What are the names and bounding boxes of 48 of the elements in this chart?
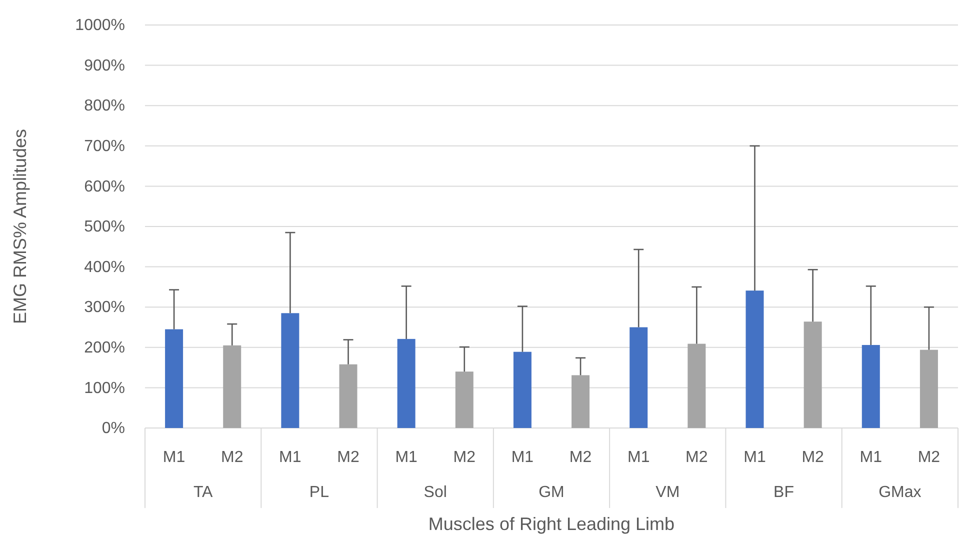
x-tick-label: TA [193,484,214,501]
bar [572,375,590,428]
text: M2 [918,449,940,466]
y-tick-label: 600% [84,178,125,196]
bar [339,364,358,428]
bar [920,350,938,428]
text: M2 [686,449,708,466]
x-tick-label: GMax [878,484,922,501]
x-tick-label: Sol [424,484,447,501]
x-tick-label: VM [656,484,680,501]
y-tick-label: 100% [84,380,125,397]
text: M1 [279,449,302,466]
text: M1 [511,449,534,466]
bar [397,338,416,428]
text: M1 [395,449,418,466]
text: M2 [802,449,824,466]
y-tick-label: 0% [102,420,125,438]
x-tick-label: PL [309,484,330,501]
bar [746,290,764,428]
bar [862,344,880,428]
series-label: M2 [220,449,244,466]
y-tick-label: 400% [84,258,125,276]
text: M1 [744,449,766,466]
y-tick-label: 200% [84,340,125,357]
bar [513,352,532,428]
series-label: M1 [162,449,186,466]
text: M1 [860,449,882,466]
y-tick-label: 700% [84,138,125,156]
x-tick-label: GM [538,484,564,501]
y-tick-label: 800% [84,98,125,115]
text: M2 [453,449,476,466]
text: M2 [569,449,592,466]
y-tick-label: 300% [84,299,125,316]
y-tick-label: 900% [84,57,125,74]
text: M1 [627,449,650,466]
bar [688,344,706,428]
bar [165,329,184,428]
bar [281,313,300,428]
bar [455,372,474,428]
y-tick-label: 500% [84,218,125,236]
text: M2 [337,449,360,466]
y-axis-title: EMG RMS% Amplitudes [10,128,30,324]
x-tick-label: BF [774,484,794,501]
y-tick-label: 1000% [75,17,125,34]
bar [630,327,648,428]
bar [223,345,242,428]
x-axis-title: Muscles of Right Leading Limb [428,514,675,534]
bar [804,322,822,428]
